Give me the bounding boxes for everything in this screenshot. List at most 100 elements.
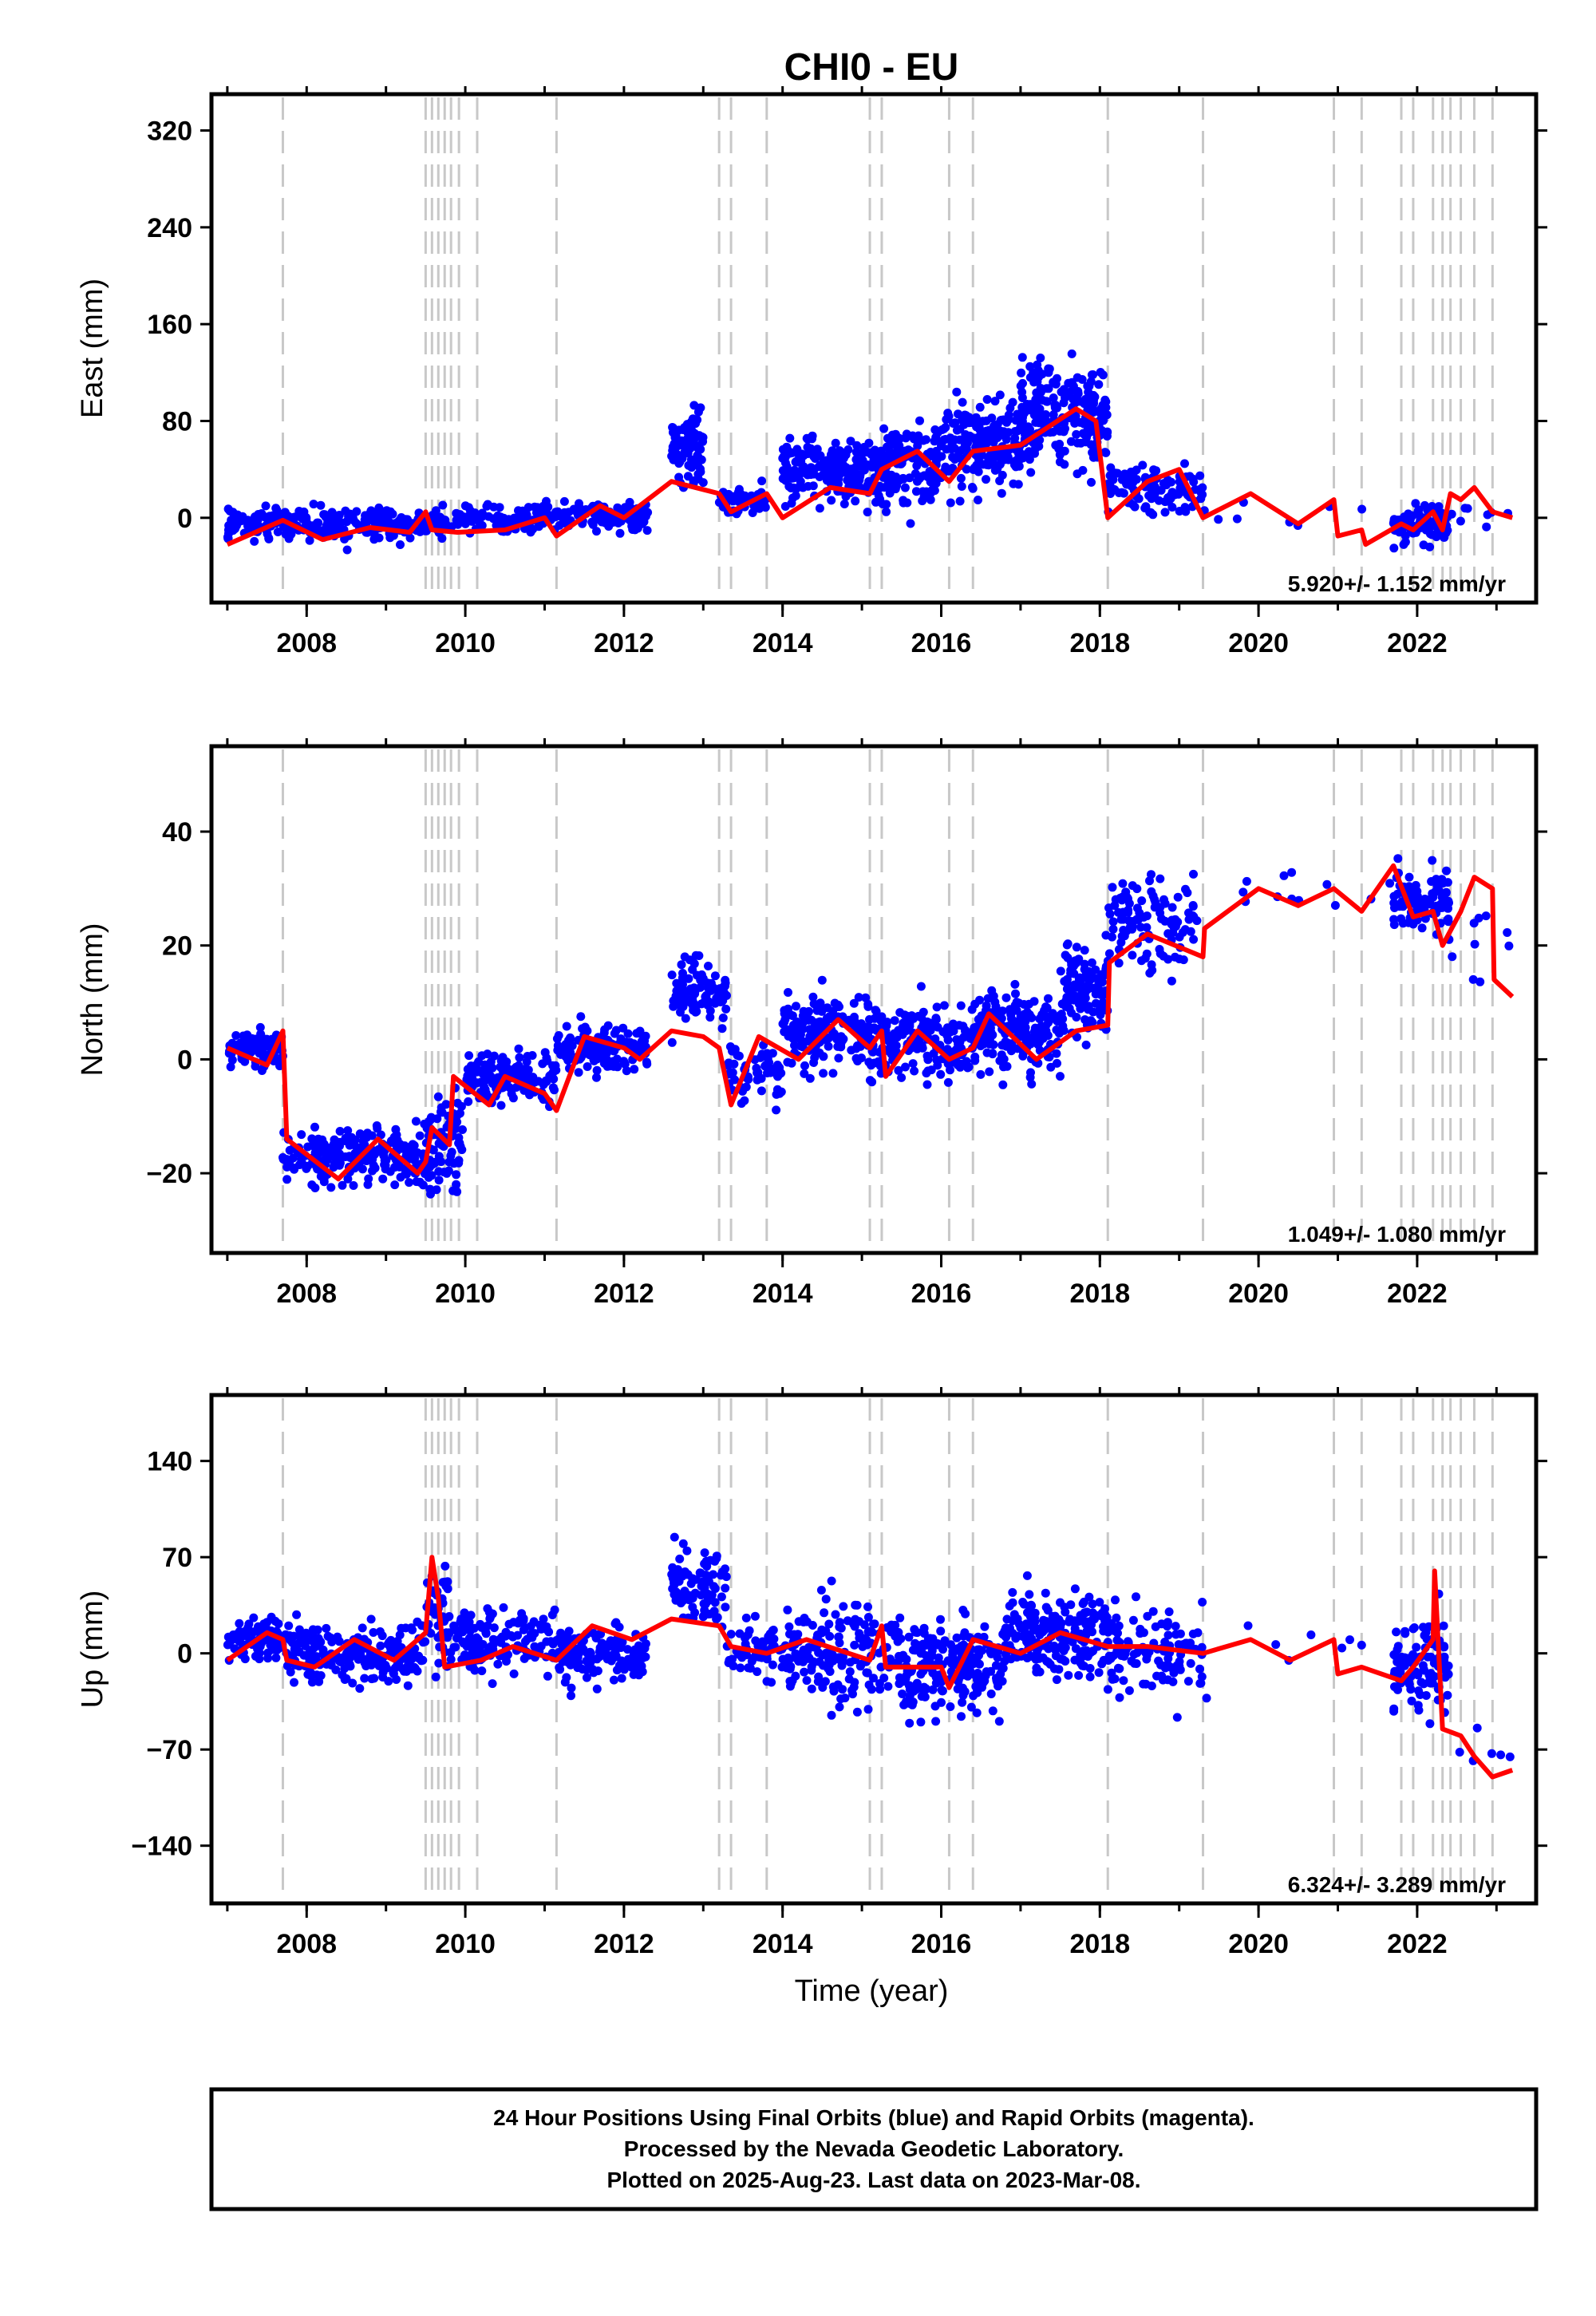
data-point [1049, 427, 1058, 437]
data-point [286, 1667, 295, 1677]
data-point [400, 1141, 409, 1151]
data-point [338, 1180, 347, 1190]
data-point [1470, 939, 1479, 949]
data-point [585, 1647, 595, 1657]
data-point [804, 1015, 813, 1025]
data-point [559, 516, 569, 525]
data-point [832, 1034, 841, 1044]
data-point [560, 1678, 570, 1687]
data-point [223, 1632, 233, 1642]
data-point [439, 1168, 448, 1177]
data-point [417, 1656, 426, 1666]
data-point [307, 1180, 317, 1190]
data-point [690, 987, 700, 996]
data-point [393, 1660, 402, 1670]
data-point [550, 1085, 559, 1095]
data-point [446, 1648, 456, 1657]
data-point [916, 1011, 926, 1021]
data-point [1118, 915, 1128, 924]
data-point [589, 1055, 598, 1064]
data-point [958, 1690, 968, 1700]
data-point [824, 1619, 834, 1629]
data-point [781, 469, 791, 479]
data-point [1476, 977, 1485, 986]
data-point [1019, 1599, 1029, 1609]
data-point [1051, 379, 1061, 389]
data-point [1081, 968, 1091, 978]
data-point [1404, 872, 1414, 882]
data-point [797, 449, 807, 459]
data-point [369, 1150, 379, 1160]
data-point [684, 460, 693, 470]
data-point [1127, 1656, 1136, 1666]
data-point [990, 397, 1000, 406]
data-point [1119, 488, 1128, 498]
data-point [427, 1160, 437, 1169]
data-point [390, 1163, 400, 1172]
y-tick-label: 80 [162, 407, 192, 437]
data-point [1456, 516, 1465, 526]
data-point [1160, 1638, 1170, 1646]
data-point [610, 1046, 619, 1055]
data-point [1086, 440, 1096, 449]
data-point [1147, 887, 1156, 896]
data-point [1036, 354, 1045, 362]
data-point [366, 1614, 376, 1624]
data-point [849, 998, 859, 1008]
data-point [1142, 911, 1152, 921]
data-point [1128, 1615, 1138, 1625]
data-point [721, 982, 729, 991]
data-point [1052, 1049, 1061, 1058]
data-point [721, 1004, 731, 1014]
data-point [341, 506, 350, 516]
data-point [1124, 905, 1133, 915]
data-point [1389, 899, 1399, 907]
data-point [444, 1629, 454, 1638]
data-point [820, 1677, 830, 1686]
data-point [693, 407, 703, 417]
data-point [677, 960, 686, 970]
data-point [673, 994, 682, 1004]
data-point [993, 420, 1002, 429]
data-point [982, 395, 992, 404]
data-point [922, 1080, 932, 1089]
data-point [680, 1587, 689, 1596]
data-point [589, 1668, 598, 1678]
data-point [1138, 460, 1148, 470]
y-tick-label: 20 [162, 931, 192, 962]
data-point [1030, 1608, 1040, 1618]
data-point [1053, 1615, 1063, 1625]
data-point [879, 424, 889, 433]
data-point [718, 989, 728, 998]
data-point [1044, 1644, 1053, 1654]
data-point [602, 1048, 611, 1057]
data-point [1081, 1619, 1091, 1629]
data-point [335, 1127, 345, 1136]
data-point [1094, 978, 1104, 988]
data-point [839, 1602, 848, 1611]
data-point [486, 1057, 496, 1066]
x-tick-label: 2012 [594, 1279, 654, 1309]
data-point [863, 508, 872, 517]
data-point [563, 1040, 572, 1049]
data-point [1052, 1675, 1061, 1685]
data-point [957, 482, 966, 491]
data-point [1005, 1623, 1014, 1633]
data-point [904, 1632, 914, 1642]
data-point [1147, 960, 1156, 970]
data-point [334, 520, 343, 530]
data-point [736, 1663, 745, 1673]
data-point [329, 1163, 338, 1172]
data-point [1111, 895, 1120, 904]
data-point [1089, 399, 1098, 409]
data-point [402, 519, 412, 528]
data-point [316, 500, 326, 510]
data-point [831, 1610, 840, 1619]
data-point [870, 445, 879, 455]
data-point [1148, 1607, 1158, 1616]
chart-title: CHI0 - EU [784, 46, 959, 89]
data-point [689, 417, 698, 426]
data-point [440, 1561, 450, 1571]
data-point [794, 1617, 804, 1626]
